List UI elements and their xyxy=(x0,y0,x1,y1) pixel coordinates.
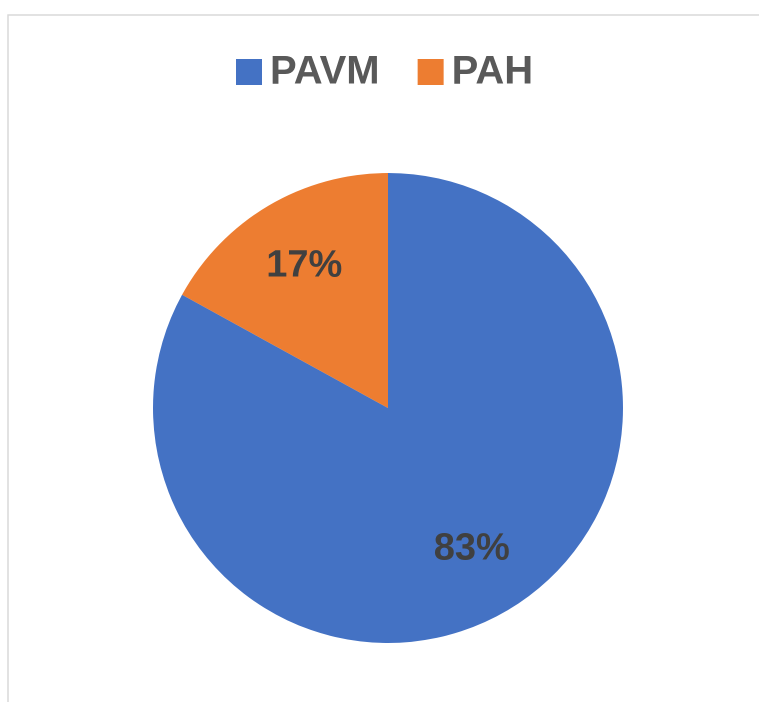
legend-swatch xyxy=(236,59,262,85)
legend-entry: PAVM xyxy=(270,49,380,93)
chart-frame xyxy=(7,14,759,702)
value-label: 83% xyxy=(434,527,510,569)
pie-slice xyxy=(182,173,388,408)
legend-entry: PAH xyxy=(452,49,533,93)
value-label: 17% xyxy=(266,243,342,285)
legend-swatch xyxy=(417,59,444,85)
